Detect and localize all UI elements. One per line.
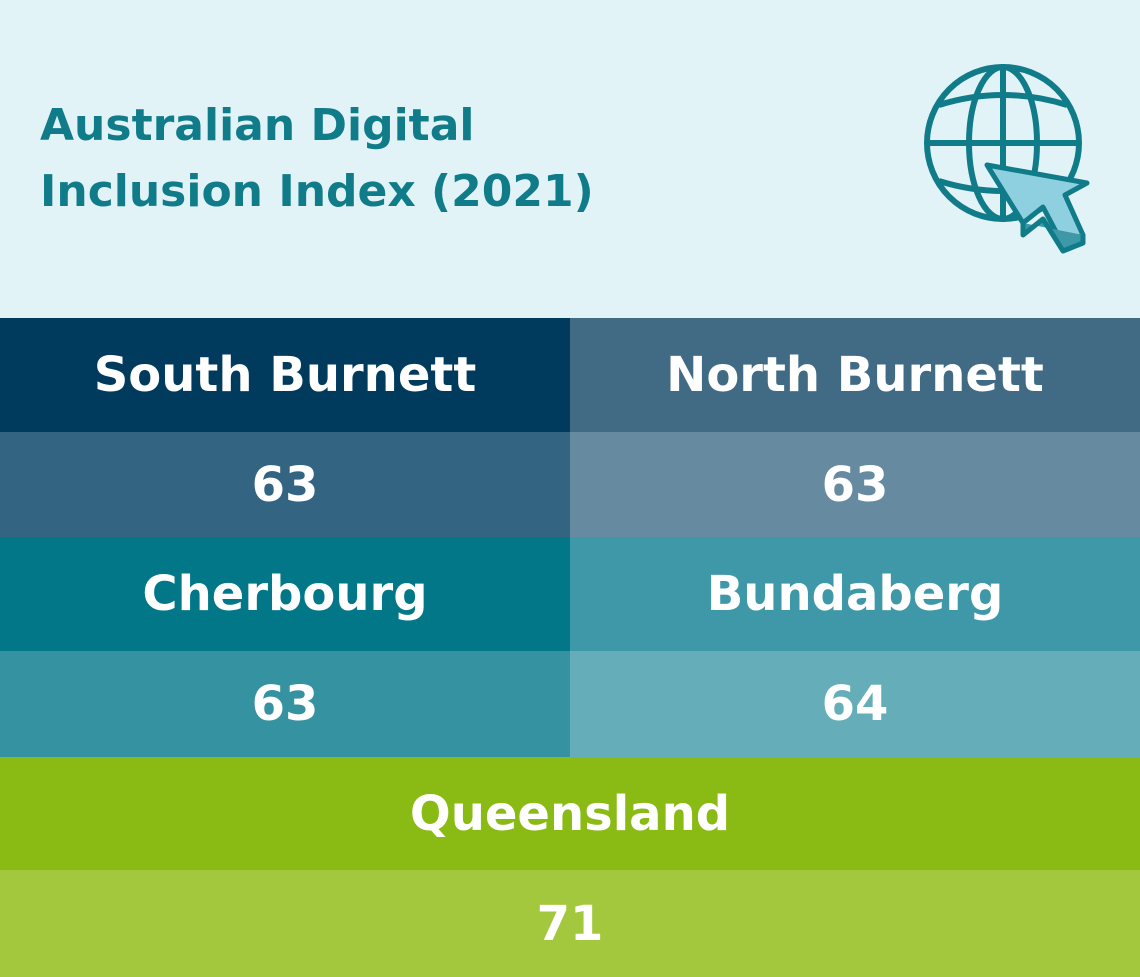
region-name: North Burnett [570,318,1140,432]
globe-icon [924,64,1090,254]
region-name: South Burnett [0,318,570,432]
region-name: Bundaberg [570,537,1140,651]
region-value: 63 [570,432,1140,537]
header: Australian Digital Inclusion Index (2021… [0,0,1140,318]
region-value: 63 [0,432,570,537]
region-value: 64 [570,651,1140,757]
region-name: Cherbourg [0,537,570,651]
region-value: 63 [0,651,570,757]
title-line: Australian Digital [40,100,475,151]
title-line: Inclusion Index (2021) [40,166,594,217]
region-name: Queensland [0,757,1140,870]
region-value: 71 [0,870,1140,977]
